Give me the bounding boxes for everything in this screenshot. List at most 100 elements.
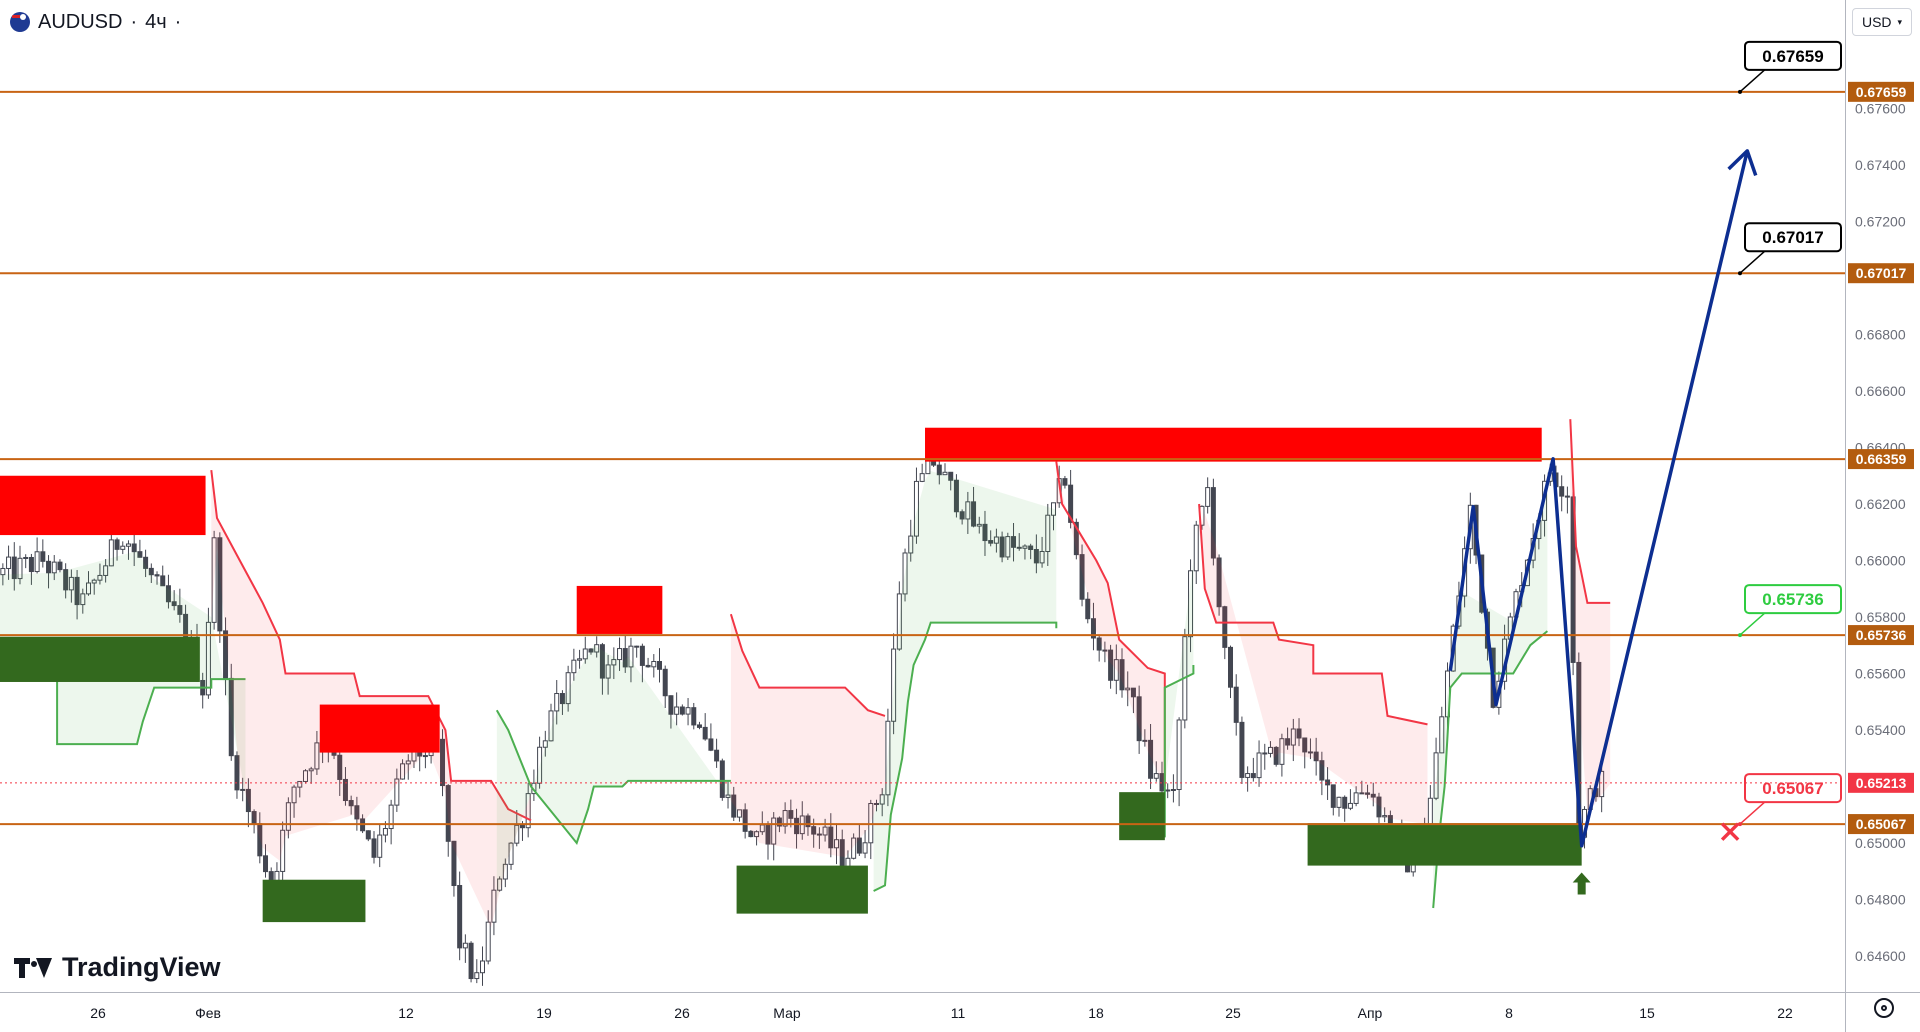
candle-body bbox=[91, 579, 97, 584]
candle-body bbox=[1376, 796, 1382, 818]
candle-body bbox=[103, 565, 109, 576]
candle bbox=[1245, 766, 1251, 792]
candle-body bbox=[40, 551, 46, 562]
candle-body bbox=[314, 742, 320, 770]
candle bbox=[457, 871, 463, 961]
candle-body bbox=[1165, 789, 1171, 792]
candle-body bbox=[754, 831, 760, 838]
candle-body bbox=[120, 545, 126, 550]
candle bbox=[1153, 761, 1159, 782]
candle bbox=[337, 745, 343, 796]
candle-body bbox=[731, 794, 737, 818]
candle bbox=[34, 537, 40, 574]
candle bbox=[405, 754, 411, 780]
level-price-tag bbox=[1848, 449, 1914, 470]
y-tick-label: 0.66800 bbox=[1855, 327, 1906, 343]
candle bbox=[485, 910, 491, 965]
candle bbox=[1216, 554, 1222, 616]
candle-body bbox=[1233, 686, 1239, 723]
candle-body bbox=[1170, 789, 1176, 792]
trailing-stop-green-fill bbox=[496, 645, 731, 900]
candle-body bbox=[308, 768, 314, 772]
candle bbox=[657, 648, 663, 683]
candle bbox=[137, 539, 143, 558]
x-tick-label: 19 bbox=[536, 1005, 552, 1021]
candle-body bbox=[856, 837, 862, 854]
candle bbox=[68, 569, 74, 603]
candle-body bbox=[1382, 815, 1388, 818]
candle-body bbox=[879, 794, 885, 805]
candle-body bbox=[479, 960, 485, 974]
demand-zone bbox=[1119, 792, 1165, 841]
level-price-label: 0.67659 bbox=[1856, 84, 1907, 100]
candle bbox=[377, 824, 383, 868]
candle bbox=[74, 570, 80, 620]
candle-body bbox=[1370, 793, 1376, 798]
candle-body bbox=[240, 788, 246, 791]
symbol-header[interactable]: AUDUSD · 4ч · bbox=[10, 8, 181, 36]
candle bbox=[97, 563, 103, 585]
currency-button[interactable]: USD ▾ bbox=[1852, 8, 1912, 36]
candle bbox=[280, 821, 286, 886]
candle bbox=[211, 530, 217, 630]
candle-body bbox=[1307, 751, 1313, 754]
candle bbox=[948, 471, 954, 491]
x-tick-label: 18 bbox=[1088, 1005, 1104, 1021]
candle bbox=[1336, 796, 1342, 817]
candle-body bbox=[131, 543, 137, 553]
tradingview-logo[interactable]: TradingView bbox=[14, 952, 221, 983]
current-price-label: 0.65213 bbox=[1856, 775, 1907, 791]
candle bbox=[1353, 786, 1359, 807]
candle-body bbox=[291, 786, 297, 804]
candle-body bbox=[639, 645, 645, 666]
candle-body bbox=[885, 720, 891, 796]
candle-body bbox=[302, 770, 308, 782]
candle bbox=[1285, 727, 1291, 750]
candle bbox=[668, 695, 674, 729]
candle bbox=[508, 842, 514, 870]
candle bbox=[1079, 544, 1085, 607]
candle-body bbox=[17, 557, 23, 580]
candle-body bbox=[537, 746, 543, 784]
candle-body bbox=[1365, 792, 1371, 795]
candle-body bbox=[691, 707, 697, 726]
candle-body bbox=[1113, 659, 1119, 681]
candle-body bbox=[1330, 784, 1336, 808]
candle-body bbox=[571, 659, 577, 674]
candle-body bbox=[908, 535, 914, 554]
candle bbox=[1188, 559, 1194, 653]
candle-body bbox=[674, 706, 680, 715]
candle bbox=[959, 509, 965, 525]
candle bbox=[491, 876, 497, 936]
candle-body bbox=[1302, 737, 1308, 753]
candle bbox=[148, 563, 154, 583]
candle bbox=[1176, 717, 1182, 807]
callout-box bbox=[1744, 773, 1842, 804]
candle bbox=[988, 530, 994, 547]
candle bbox=[1365, 784, 1371, 799]
candle bbox=[451, 840, 457, 897]
candle bbox=[143, 549, 149, 578]
candle bbox=[942, 463, 948, 476]
candle-body bbox=[685, 707, 691, 715]
candle-body bbox=[80, 593, 86, 606]
candle-body bbox=[422, 755, 428, 758]
candle-body bbox=[451, 840, 457, 887]
x-tick-label: 26 bbox=[90, 1005, 106, 1021]
candle bbox=[645, 657, 651, 668]
candle bbox=[171, 590, 177, 611]
candle bbox=[1433, 737, 1439, 801]
candle bbox=[971, 486, 977, 528]
candle-body bbox=[1342, 796, 1348, 809]
candle bbox=[742, 803, 748, 839]
candle-body bbox=[1125, 687, 1131, 691]
candle bbox=[822, 818, 828, 842]
candle bbox=[51, 555, 57, 581]
gear-icon[interactable] bbox=[1874, 998, 1894, 1018]
x-tick-label: 15 bbox=[1639, 1005, 1655, 1021]
candle bbox=[976, 516, 982, 534]
candle-body bbox=[377, 834, 383, 858]
level-price-label: 0.65067 bbox=[1856, 816, 1907, 832]
candle bbox=[1205, 477, 1211, 514]
